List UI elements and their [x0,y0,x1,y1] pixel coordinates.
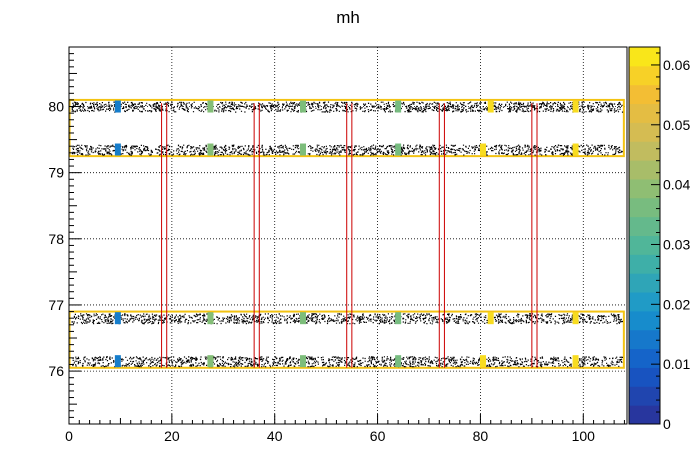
colorbar-tick-label: 0.01 [663,356,690,372]
data-band [71,313,624,325]
colorbar-bin [629,160,660,180]
colorbar-bin [629,122,660,142]
colored-cell [480,143,486,156]
colorbar-bin [629,235,660,255]
colored-cell [395,143,402,156]
band-points [71,101,624,113]
colorbar: 0 0.01 0.02 0.03 0.04 0.05 0.06 [628,46,690,432]
y-tick-label: 76 [48,363,64,379]
colorbar-tick-label: 0.06 [663,57,690,73]
colorbar-bin [629,348,660,368]
colorbar-bin [629,47,660,67]
colored-cell [572,312,579,325]
colorbar-bin [629,367,660,387]
band-points [71,144,623,156]
colored-cell [300,312,306,325]
colorbar-bin [629,310,660,331]
chart-title: mh [336,8,360,27]
colorbar-bin [629,84,660,105]
x-tick-label: 100 [572,428,596,444]
colorbar-tick-label: 0.03 [663,236,690,252]
colorbar-bin [629,386,660,406]
colorbar-bin [629,141,660,161]
colored-cell [572,143,579,156]
band-points [72,356,624,368]
x-tick-label: 60 [370,428,386,444]
colored-cell [207,312,214,325]
divider-lines [161,103,538,368]
data-band [71,101,624,113]
colored-cell [572,100,579,113]
data-bands [71,101,624,368]
colorbar-tick-label: 0.02 [663,296,690,312]
y-tick-label: 78 [48,231,64,247]
colored-cell [487,312,494,325]
colored-cell [395,355,402,368]
x-tick-label: 0 [65,428,73,444]
colorbar-bin [629,103,660,123]
colored-cell [114,355,121,368]
colored-cell [300,355,306,368]
y-tick-label: 80 [48,99,64,115]
colored-cell [480,355,486,368]
colored-cell [207,355,214,368]
band-points [71,313,624,325]
data-band [71,144,623,156]
plot-frame [68,46,628,425]
colorbar-tick-label: 0.05 [663,117,690,133]
colorbar-bin [629,329,660,350]
x-tick-label: 80 [473,428,489,444]
colored-cell [572,355,579,368]
axes: 0 20 40 60 80 100 76 77 78 79 80 [48,46,628,444]
colorbar-bin [629,405,660,425]
x-tick-label: 20 [164,428,180,444]
y-tick-label: 79 [48,165,64,181]
colored-cell [114,312,121,325]
colored-cell [207,143,214,156]
colorbar-bin [629,292,660,312]
colorbar-bin [629,254,660,274]
colored-cells [114,100,579,368]
colorbar-bin [629,197,660,218]
colored-cell [300,143,306,156]
colorbar-frame [628,46,661,425]
colored-cell [487,100,494,113]
colorbar-tick-label: 0.04 [663,177,690,193]
colored-cell [395,312,402,325]
x-tick-label: 40 [267,428,283,444]
colored-cell [114,100,121,113]
colored-cell [300,100,306,113]
colored-cell [114,143,121,156]
colorbar-tick-label: 0 [663,416,671,432]
colored-cell [207,100,214,113]
y-tick-label: 77 [48,297,64,313]
colorbar-bin [629,273,660,293]
colorbar-bin [629,178,660,199]
colorbar-bin [629,65,660,86]
colorbar-bin [629,216,660,236]
colored-cell [395,100,402,113]
data-band [72,356,624,368]
